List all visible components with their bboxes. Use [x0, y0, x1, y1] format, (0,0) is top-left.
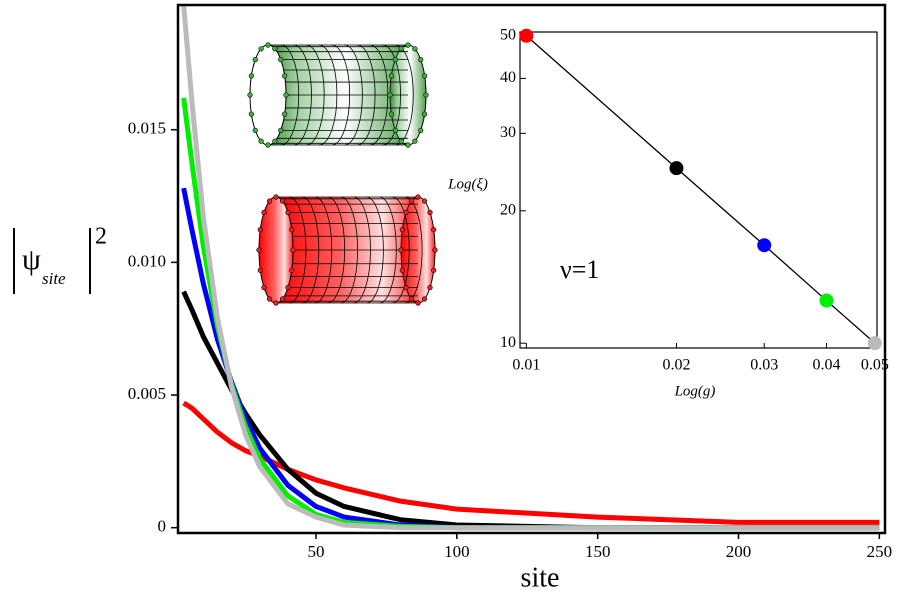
cylinder-node	[389, 74, 394, 79]
cylinder-node	[399, 47, 404, 52]
cylinder-node	[404, 285, 409, 290]
x-tick-label: 150	[585, 542, 611, 561]
cylinder-node	[278, 128, 283, 133]
cylinder-node	[280, 199, 285, 204]
cylinder-node	[422, 199, 427, 204]
cylinder-node	[400, 227, 405, 232]
cylinder-node	[258, 227, 263, 232]
cylinder-node	[422, 297, 427, 302]
cylinder-node	[262, 210, 267, 215]
inset-y-tick-label: 50	[500, 26, 516, 43]
cylinder-node	[418, 57, 423, 62]
chart: site ψ site 2 0 0.005 0.010 0.015 50 100 150 20…	[0, 0, 901, 600]
cylinder-node	[406, 43, 411, 48]
inset-y-tick-label: 20	[500, 201, 516, 218]
cylinder-node	[258, 268, 263, 273]
cylinder-node	[428, 210, 433, 215]
inset-x-tick-label: 0.03	[750, 357, 778, 374]
cylinder-node	[284, 93, 289, 98]
cylinders	[248, 43, 438, 306]
cylinder-node	[266, 143, 271, 148]
y-tick-label: 0	[158, 517, 167, 536]
cylinder-node	[422, 74, 427, 79]
cylinder-node	[262, 285, 267, 290]
point	[669, 161, 683, 175]
cylinder-node	[267, 297, 272, 302]
inset-y-tick-label: 40	[500, 69, 516, 86]
inset-x-tick-label: 0.02	[662, 357, 690, 374]
cylinder-node	[274, 195, 279, 200]
y-axis-symbol: ψ	[22, 243, 41, 276]
cylinder-node	[278, 57, 283, 62]
cylinder-node	[291, 248, 296, 253]
cylinder-node	[282, 74, 287, 79]
cylinder-node	[266, 43, 271, 48]
cylinder-node	[409, 297, 414, 302]
cylinder-node	[431, 227, 436, 232]
x-axis-label: site	[521, 562, 560, 593]
annotation: ν=1	[560, 255, 599, 284]
cylinder-node	[389, 112, 394, 117]
inset-y-tick-label: 30	[500, 124, 516, 141]
y-tick-label: 0.015	[128, 119, 166, 138]
cylinder-node	[253, 57, 258, 62]
y-tick-label: 0.010	[128, 251, 166, 270]
cylinder-node	[388, 93, 393, 98]
cylinder-node	[286, 210, 291, 215]
cylinder-node	[282, 112, 287, 117]
cylinder-node	[413, 139, 418, 144]
cylinder-node	[399, 248, 404, 253]
point	[757, 238, 771, 252]
cylinder-node	[406, 143, 411, 148]
cylinder-node	[273, 139, 278, 144]
x-tick-label: 50	[308, 542, 325, 561]
y-axis-subscript: site	[42, 269, 66, 288]
cylinder-node	[249, 74, 254, 79]
inset-x-tick-label: 0.01	[512, 357, 540, 374]
page: {"chart_data": [ {"type": "line", "xlabe…	[0, 0, 901, 600]
cylinder-node	[259, 139, 264, 144]
cylinder-node	[422, 112, 427, 117]
x-tick-label: 200	[726, 542, 752, 561]
cylinder-node	[393, 57, 398, 62]
inset-x-tick-label: 0.04	[813, 357, 841, 374]
cylinder-node	[409, 199, 414, 204]
cylinder-node	[400, 268, 405, 273]
x-tick-label: 100	[444, 542, 470, 561]
cylinder-node	[433, 248, 438, 253]
cylinder-node	[274, 301, 279, 306]
cylinder-node	[413, 47, 418, 52]
y-axis-power: 2	[95, 224, 107, 250]
cylinder-node	[259, 47, 264, 52]
cylinder-node	[253, 128, 258, 133]
point	[519, 29, 533, 43]
cylinder-node	[289, 227, 294, 232]
inset-x-tick-label: 0.05	[861, 357, 889, 374]
cylinder-node	[393, 128, 398, 133]
cylinder-node	[428, 285, 433, 290]
point	[820, 294, 834, 308]
cylinder-node	[280, 297, 285, 302]
cylinder-node	[399, 139, 404, 144]
inset-x-label: Log(g)	[674, 383, 716, 399]
cylinder-node	[431, 268, 436, 273]
cylinder-node	[248, 93, 253, 98]
inset-y-tick-label: 10	[500, 334, 516, 351]
inset-y-label: Log(ξ)	[447, 176, 488, 192]
x-tick-label: 250	[867, 542, 893, 561]
cylinder-node	[424, 93, 429, 98]
cylinder-node	[257, 248, 262, 253]
cylinder-node	[416, 195, 421, 200]
y-tick-label: 0.005	[128, 384, 166, 403]
cylinder-node	[267, 199, 272, 204]
cylinder-node	[273, 47, 278, 52]
cylinder-node	[249, 112, 254, 117]
cylinder-node	[416, 301, 421, 306]
cylinder-node	[418, 128, 423, 133]
point	[868, 336, 882, 350]
cylinder-node	[404, 210, 409, 215]
cylinder-node	[286, 285, 291, 290]
cylinder-node	[289, 268, 294, 273]
